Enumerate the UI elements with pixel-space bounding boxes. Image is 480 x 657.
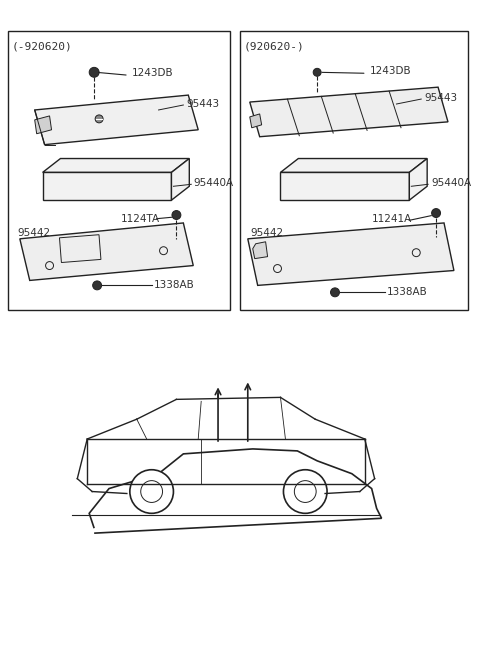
Bar — [240, 31, 468, 310]
Text: 95443: 95443 — [186, 99, 219, 109]
Circle shape — [172, 210, 181, 219]
Text: 95440A: 95440A — [431, 178, 471, 189]
Circle shape — [432, 208, 441, 217]
Text: 1338AB: 1338AB — [386, 287, 427, 298]
Bar — [60, 235, 101, 263]
Circle shape — [331, 288, 339, 297]
Text: (-920620): (-920620) — [12, 41, 72, 52]
Text: (920620-): (920620-) — [244, 41, 304, 52]
Text: 11241A: 11241A — [372, 214, 412, 224]
Polygon shape — [409, 158, 427, 200]
Polygon shape — [43, 172, 171, 200]
Text: 95442: 95442 — [251, 228, 284, 238]
Circle shape — [313, 68, 321, 76]
Circle shape — [89, 68, 99, 78]
Polygon shape — [280, 172, 409, 200]
Text: 1338AB: 1338AB — [154, 281, 194, 290]
Circle shape — [93, 281, 102, 290]
Polygon shape — [171, 158, 189, 200]
Polygon shape — [35, 95, 198, 145]
Circle shape — [284, 470, 327, 513]
Text: 1243DB: 1243DB — [370, 66, 411, 76]
Text: 95440A: 95440A — [193, 178, 233, 189]
Polygon shape — [250, 114, 262, 128]
Text: 95442: 95442 — [18, 228, 51, 238]
Polygon shape — [280, 158, 427, 172]
Text: 1243DB: 1243DB — [132, 68, 173, 78]
Polygon shape — [35, 116, 51, 134]
Circle shape — [95, 115, 103, 123]
Polygon shape — [20, 223, 193, 281]
Text: 95443: 95443 — [424, 93, 457, 103]
Polygon shape — [250, 87, 448, 137]
Polygon shape — [248, 223, 454, 285]
Text: 1124TA: 1124TA — [121, 214, 160, 224]
Bar — [8, 31, 230, 310]
Polygon shape — [253, 242, 267, 259]
Circle shape — [130, 470, 173, 513]
Polygon shape — [43, 158, 189, 172]
